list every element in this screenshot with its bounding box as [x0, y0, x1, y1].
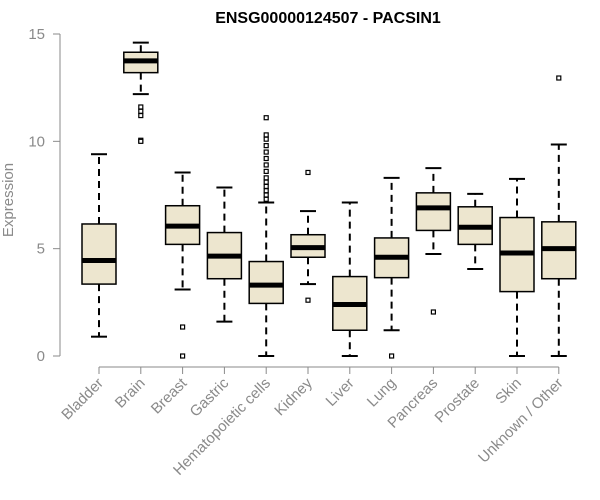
x-tick-label: Prostate: [431, 375, 483, 427]
box-pancreas: [415, 167, 452, 315]
x-tick-label: Kidney: [271, 374, 316, 419]
outlier-point: [263, 192, 269, 198]
x-tick-label: Lung: [364, 375, 400, 411]
y-tick-label: 10: [28, 133, 45, 150]
outlier-point: [430, 309, 436, 315]
outlier-point: [263, 175, 269, 181]
iqr-box: [415, 192, 452, 232]
x-tick-label: Liver: [323, 375, 358, 410]
outlier-point: [556, 75, 562, 81]
outlier-point: [263, 149, 269, 155]
outlier-point: [263, 136, 269, 142]
outlier-point: [180, 324, 186, 330]
outlier-point: [263, 143, 269, 149]
x-tick-label: Skin: [492, 375, 525, 408]
outlier-point: [263, 179, 269, 185]
y-tick-label: 15: [28, 26, 45, 43]
outlier-point: [263, 115, 269, 121]
outlier-point: [180, 353, 186, 359]
iqr-box: [81, 223, 117, 285]
y-tick-label: 0: [37, 348, 45, 365]
box-bladder: [81, 153, 117, 338]
chart-title: ENSG00000124507 - PACSIN1: [215, 10, 441, 27]
iqr-box: [248, 260, 284, 305]
box-breast: [164, 171, 201, 359]
x-tick-label: Bladder: [58, 375, 107, 424]
y-axis-label: Expression: [0, 163, 17, 237]
outlier-point: [138, 108, 144, 114]
y-tick-label: 5: [37, 241, 45, 258]
outlier-point: [263, 196, 269, 202]
box-brain: [123, 41, 159, 144]
outlier-point: [263, 188, 269, 194]
outlier-point: [138, 112, 144, 119]
outlier-point: [263, 162, 269, 168]
outlier-point: [263, 132, 269, 138]
box-skin: [499, 177, 535, 357]
box-liver: [332, 201, 368, 357]
box-prostate: [457, 192, 493, 271]
plot-area: [81, 41, 577, 359]
outlier-point: [305, 297, 311, 303]
box-kidney: [290, 169, 326, 303]
box-gastric: [206, 186, 243, 323]
x-tick-label: Breast: [148, 374, 191, 417]
outlier-point: [389, 353, 395, 359]
outlier-point: [138, 104, 144, 110]
outlier-point: [263, 183, 269, 190]
outlier-point: [263, 155, 269, 162]
outlier-point: [305, 169, 311, 176]
outlier-point: [263, 168, 269, 174]
outlier-point: [138, 138, 144, 144]
box-unknown-other: [541, 75, 577, 357]
x-tick-label: Brain: [112, 375, 149, 412]
box-hematopoietic-cells: [248, 115, 284, 357]
box-lung: [373, 176, 410, 359]
